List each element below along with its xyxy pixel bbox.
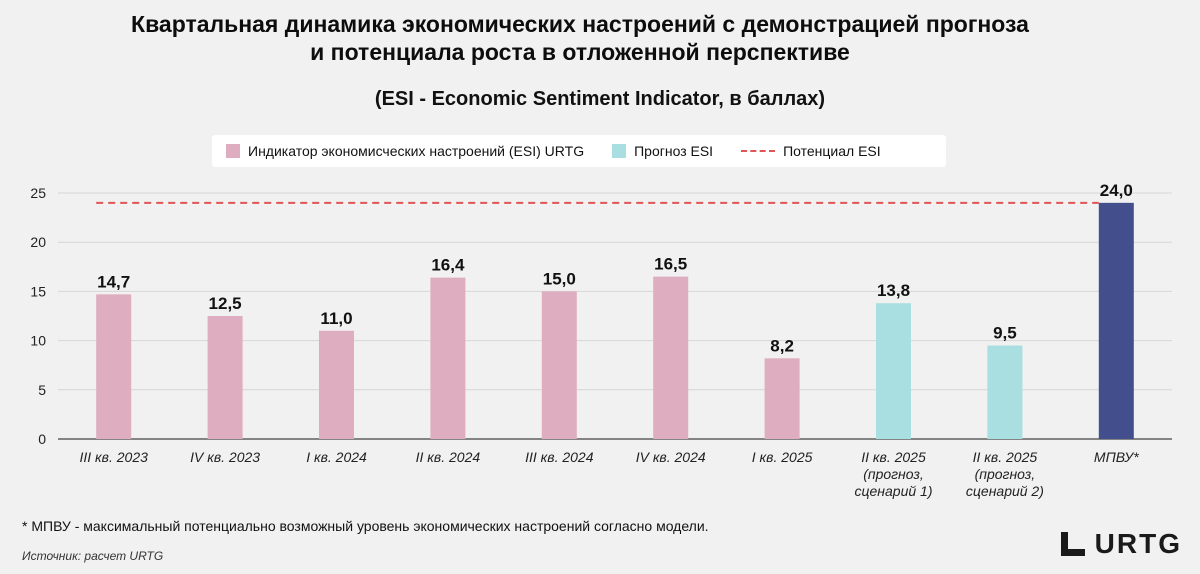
data-label: 11,0 (320, 309, 352, 328)
legend-item-esi: Индикатор экономисческих настроений (ESI… (226, 143, 584, 159)
chart-subtitle: (ESI - Economic Sentiment Indicator, в б… (374, 88, 826, 110)
x-tick-label: МПВУ* (1094, 449, 1139, 465)
data-label: 16,5 (654, 255, 687, 274)
legend-swatch-forecast (612, 144, 627, 158)
x-tick-label: III кв. 2024 (525, 449, 594, 465)
x-tick-label: I кв. 2025 (752, 449, 813, 465)
chart-title-line1: Квартальная динамика экономических настр… (131, 11, 1029, 37)
x-tick-label: IV кв. 2023 (190, 449, 260, 465)
bar-forecast (876, 303, 911, 439)
y-tick-label: 15 (30, 283, 46, 299)
x-tick-label: II кв. 2025 (973, 449, 1038, 465)
x-tick-label: IV кв. 2024 (636, 449, 706, 465)
chart-title: Квартальная динамика экономических настр… (0, 10, 1160, 66)
urtg-logo-icon (1059, 530, 1087, 558)
data-label: 8,2 (770, 336, 794, 355)
footnote: * МПВУ - максимальный потенциально возмо… (22, 518, 709, 534)
x-tick-label: III кв. 2023 (79, 449, 148, 465)
y-tick-label: 25 (30, 185, 46, 201)
legend-swatch-potential (741, 150, 776, 152)
legend-label-potential: Потенциал ESI (783, 143, 881, 159)
chart-legend: Индикатор экономисческих настроений (ESI… (212, 135, 946, 167)
chart-title-line2: и потенциала роста в отложенной перспект… (310, 39, 850, 65)
bar-esi (430, 277, 466, 439)
bar-esi (653, 276, 689, 439)
data-label: 14,7 (97, 272, 130, 291)
bar-esi (207, 316, 243, 439)
x-tick-label: сценарий 2) (966, 483, 1044, 499)
data-label: 24,0 (1100, 181, 1133, 200)
x-tick-label: II кв. 2025 (861, 449, 926, 465)
data-label: 13,8 (877, 281, 910, 300)
legend-swatch-esi (226, 144, 240, 158)
y-tick-label: 10 (30, 333, 46, 349)
x-tick-label: II кв. 2024 (416, 449, 481, 465)
bar-esi (541, 291, 577, 439)
x-tick-label: (прогноз, (863, 466, 924, 482)
x-tick-label: I кв. 2024 (306, 449, 367, 465)
bar-esi (764, 358, 800, 439)
source-note: Источник: расчет URTG (22, 549, 164, 563)
bar-forecast (987, 345, 1023, 439)
y-tick-label: 0 (38, 431, 46, 447)
bar-esi (96, 294, 132, 439)
bar-esi (319, 330, 354, 439)
y-tick-label: 5 (38, 382, 46, 398)
legend-item-forecast: Прогноз ESI (612, 143, 713, 159)
legend-item-potential: Потенциал ESI (741, 143, 881, 159)
urtg-logo-text: URTG (1094, 528, 1182, 559)
bar-potential (1098, 202, 1134, 439)
urtg-logo: URTG (1059, 528, 1182, 560)
data-label: 15,0 (543, 269, 576, 288)
x-tick-label: (прогноз, (975, 466, 1036, 482)
data-label: 12,5 (209, 294, 242, 313)
data-label: 9,5 (993, 324, 1017, 343)
data-label: 16,4 (431, 256, 465, 275)
legend-label-forecast: Прогноз ESI (634, 143, 714, 159)
y-tick-label: 20 (30, 234, 46, 250)
legend-label-esi: Индикатор экономисческих настроений (ESI… (248, 143, 585, 159)
x-tick-label: сценарий 1) (855, 483, 933, 499)
